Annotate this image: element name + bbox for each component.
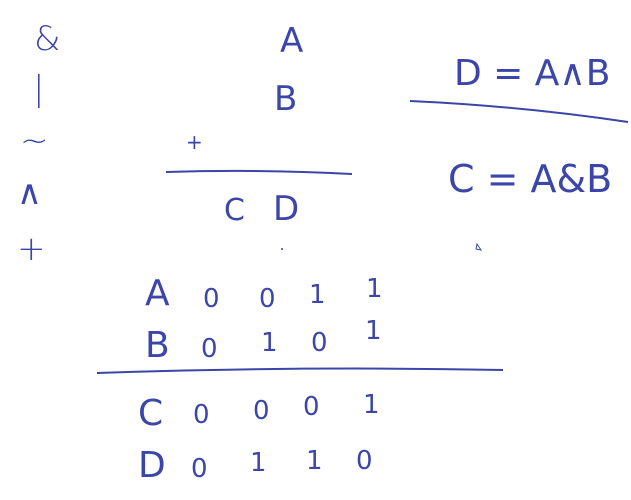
plus-symbol: + [17,229,46,269]
cell-c-2: 0 [253,396,270,426]
pipe-symbol: | [33,69,45,109]
addend-a: A [280,21,304,61]
cell-d-2: 1 [250,448,267,478]
truth-table-divider-line [96,367,504,374]
addition-plus: + [186,130,203,154]
row-label-d: D [138,445,166,486]
addend-b: B [274,79,298,119]
row-label-c: C [138,393,164,434]
and-symbol: ∧ [17,173,42,213]
ampersand-symbol: & [34,19,61,59]
row-label-b: B [145,325,170,366]
cell-b-3: 0 [311,328,328,358]
cell-b-1: 0 [201,334,218,364]
cell-a-1: 0 [203,284,220,314]
pen-dot-mark [281,248,283,250]
cell-b-4: 1 [365,316,382,346]
cell-c-1: 0 [193,400,210,430]
cell-d-4: 0 [356,446,373,476]
cell-b-2: 1 [261,328,278,358]
cell-c-4: 1 [363,390,380,420]
cell-a-4: 1 [366,274,383,304]
tilde-symbol: ~ [20,121,49,161]
cell-c-3: 0 [303,392,320,422]
row-label-a: A [145,273,170,314]
cell-d-1: 0 [191,454,208,484]
cell-a-3: 1 [309,280,326,310]
equation-divider-line [409,100,629,123]
equation-c: C = A&B [448,157,613,201]
sum-d: D [273,189,300,229]
sum-c: C [224,193,245,228]
cell-d-3: 1 [306,446,323,476]
cell-a-2: 0 [259,284,276,314]
addition-rule-line [165,169,353,175]
equation-d: D = A∧B [454,53,611,94]
cursor-mark-icon [475,242,483,251]
